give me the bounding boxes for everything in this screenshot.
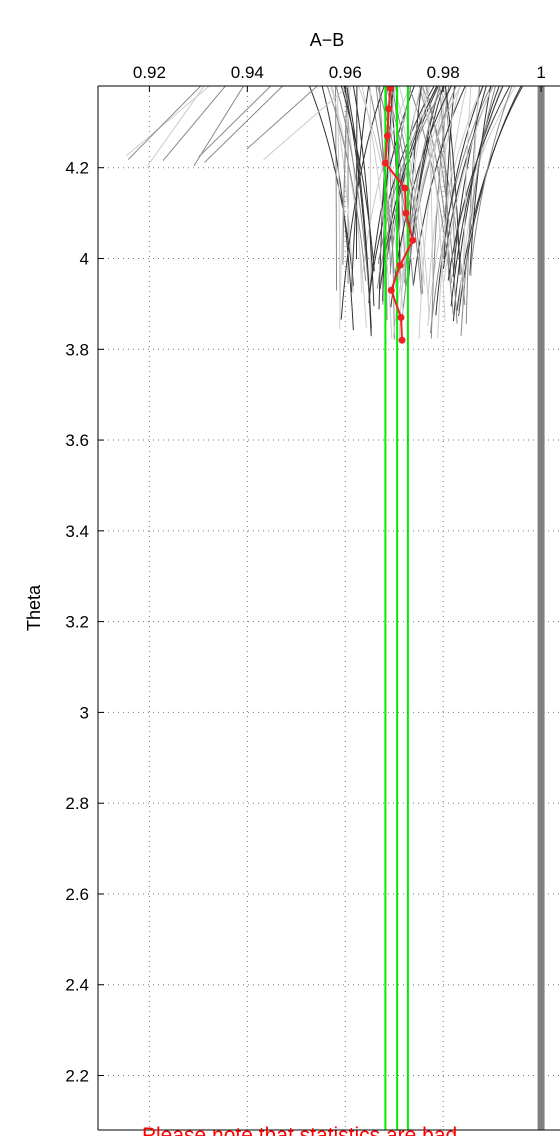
y-tick-label: 2.4 xyxy=(65,976,89,995)
y-tick-label: 3.8 xyxy=(65,340,89,359)
series-layer xyxy=(381,86,417,344)
warning-annotation: Please note that statistics are bad xyxy=(142,1124,457,1136)
x-tick-label: 0.96 xyxy=(329,63,362,82)
data-point xyxy=(385,105,393,113)
bootstrap-curve xyxy=(162,86,227,161)
bootstrap-curve xyxy=(321,86,354,331)
bootstrap-curve xyxy=(263,86,350,161)
data-point xyxy=(387,286,395,294)
y-tick-label: 4 xyxy=(80,249,89,268)
bootstrap-curve xyxy=(376,86,414,287)
bootstrap-curve xyxy=(398,86,431,338)
data-point xyxy=(409,236,417,244)
bootstrap-curve xyxy=(400,86,453,297)
y-tick-label: 3 xyxy=(80,703,89,722)
bootstrap-curve xyxy=(368,86,415,304)
bootstrap-curve xyxy=(421,86,446,322)
data-point xyxy=(383,132,391,140)
x-tick-label: 0.98 xyxy=(427,63,460,82)
bootstrap-curve xyxy=(435,86,484,316)
reference-lines xyxy=(384,86,545,1130)
bootstrap-curve xyxy=(352,86,375,307)
bootstrap-curve xyxy=(400,86,457,330)
bootstrap-curve xyxy=(127,86,202,160)
bootstrap-curve xyxy=(421,86,466,306)
bootstrap-curve xyxy=(418,86,447,340)
y-tick-label: 4.2 xyxy=(65,159,89,178)
bootstrap-curve xyxy=(308,86,355,286)
bootstrap-curve xyxy=(450,86,504,307)
y-tick-label: 3.2 xyxy=(65,613,89,632)
bootstrap-curve xyxy=(204,86,284,163)
bootstrap-curve xyxy=(330,86,367,328)
bootstrap-curve xyxy=(412,86,466,286)
bootstrap-curve xyxy=(427,86,461,302)
bootstrap-curve xyxy=(336,86,341,307)
tick-labels: 0.92 0.94 0.96 0.98 1 2.2 2.4 2.6 2.8 3 3.2 3.4 3.6 3… xyxy=(65,63,545,1086)
bootstrap-curve xyxy=(326,86,367,282)
bootstrap-curve xyxy=(193,86,245,167)
bootstrap-curve xyxy=(358,86,404,314)
y-tick-label: 2.6 xyxy=(65,885,89,904)
bootstrap-curve xyxy=(393,86,425,286)
bootstrap-curve xyxy=(342,86,348,265)
bootstrap-curve xyxy=(375,86,392,268)
bootstrap-curve xyxy=(392,86,406,286)
bootstrap-curve xyxy=(385,86,422,295)
bootstrap-curve xyxy=(345,86,372,333)
axes-frame xyxy=(97,85,560,1131)
data-point xyxy=(398,336,406,344)
bootstrap-curve xyxy=(460,86,497,336)
y-axis-title: Theta xyxy=(24,584,44,631)
x-tick-label: 0.92 xyxy=(133,63,166,82)
bootstrap-curve xyxy=(409,86,444,262)
bootstrap-curve xyxy=(246,86,319,150)
bootstrap-curve xyxy=(392,86,462,337)
bootstrap-curve xyxy=(198,86,272,158)
y-tick-label: 2.8 xyxy=(65,794,89,813)
bootstrap-curve xyxy=(444,86,456,274)
bootstrap-curve xyxy=(334,86,338,291)
bootstrap-curve xyxy=(465,86,481,324)
bootstrap-curve xyxy=(462,86,472,307)
background-curves xyxy=(125,86,524,340)
bootstrap-curve xyxy=(444,86,461,275)
bootstrap-curve xyxy=(355,86,358,260)
bootstrap-curve xyxy=(335,86,373,328)
bootstrap-curve xyxy=(351,86,370,293)
data-point xyxy=(397,313,405,321)
bootstrap-curve xyxy=(469,86,513,276)
grid xyxy=(98,86,560,1130)
bootstrap-curve xyxy=(437,86,468,339)
bootstrap-curve xyxy=(385,86,440,266)
x-axis-title: A−B xyxy=(310,30,345,50)
x-tick-label: 0.94 xyxy=(231,63,264,82)
y-tick-label: 3.4 xyxy=(65,522,89,541)
y-tick-label: 3.6 xyxy=(65,431,89,450)
data-point xyxy=(396,261,404,269)
bootstrap-curve xyxy=(125,86,211,157)
bootstrap-curve xyxy=(429,86,492,334)
x-tick-label: 1 xyxy=(536,63,545,82)
data-point xyxy=(381,159,389,167)
data-point xyxy=(386,86,394,92)
bootstrap-curve xyxy=(458,86,522,317)
bootstrap-curve xyxy=(369,86,435,293)
bootstrap-curve xyxy=(430,86,450,339)
y-tick-label: 2.2 xyxy=(65,1067,89,1086)
bootstrap-curve xyxy=(331,86,354,294)
bootstrap-curve xyxy=(146,86,205,167)
bootstrap-curve xyxy=(443,86,494,282)
data-point xyxy=(402,209,410,217)
bootstrap-curve xyxy=(368,86,395,274)
bootstrap-curve xyxy=(452,86,487,277)
bootstrap-curve xyxy=(340,86,385,320)
bootstrap-curve xyxy=(340,86,375,272)
data-point xyxy=(401,184,409,192)
